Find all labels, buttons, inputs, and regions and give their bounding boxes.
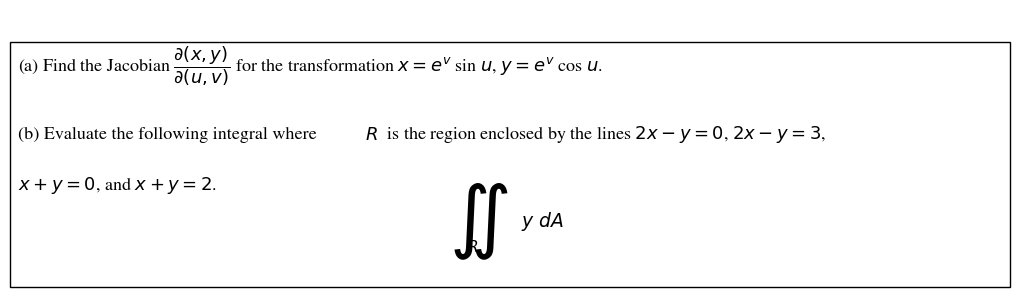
Text: is the region enclosed by the lines $2x - y = 0$, $2x - y = 3$,: is the region enclosed by the lines $2x …	[382, 124, 827, 145]
Text: $x + y = 0$, and $x + y = 2$.: $x + y = 0$, and $x + y = 2$.	[18, 175, 218, 196]
Text: $\mathbf{\mathit{R}}$: $\mathbf{\mathit{R}}$	[365, 126, 378, 144]
Text: (a) Find the Jacobian $\dfrac{\partial(x,y)}{\partial(u,v)}$ for the transformat: (a) Find the Jacobian $\dfrac{\partial(x…	[18, 44, 603, 88]
Text: $\iint$: $\iint$	[449, 181, 508, 262]
Text: $R$: $R$	[467, 239, 477, 255]
Text: (b) Evaluate the following integral where: (b) Evaluate the following integral wher…	[18, 126, 322, 143]
Text: $y\ dA$: $y\ dA$	[521, 210, 564, 233]
